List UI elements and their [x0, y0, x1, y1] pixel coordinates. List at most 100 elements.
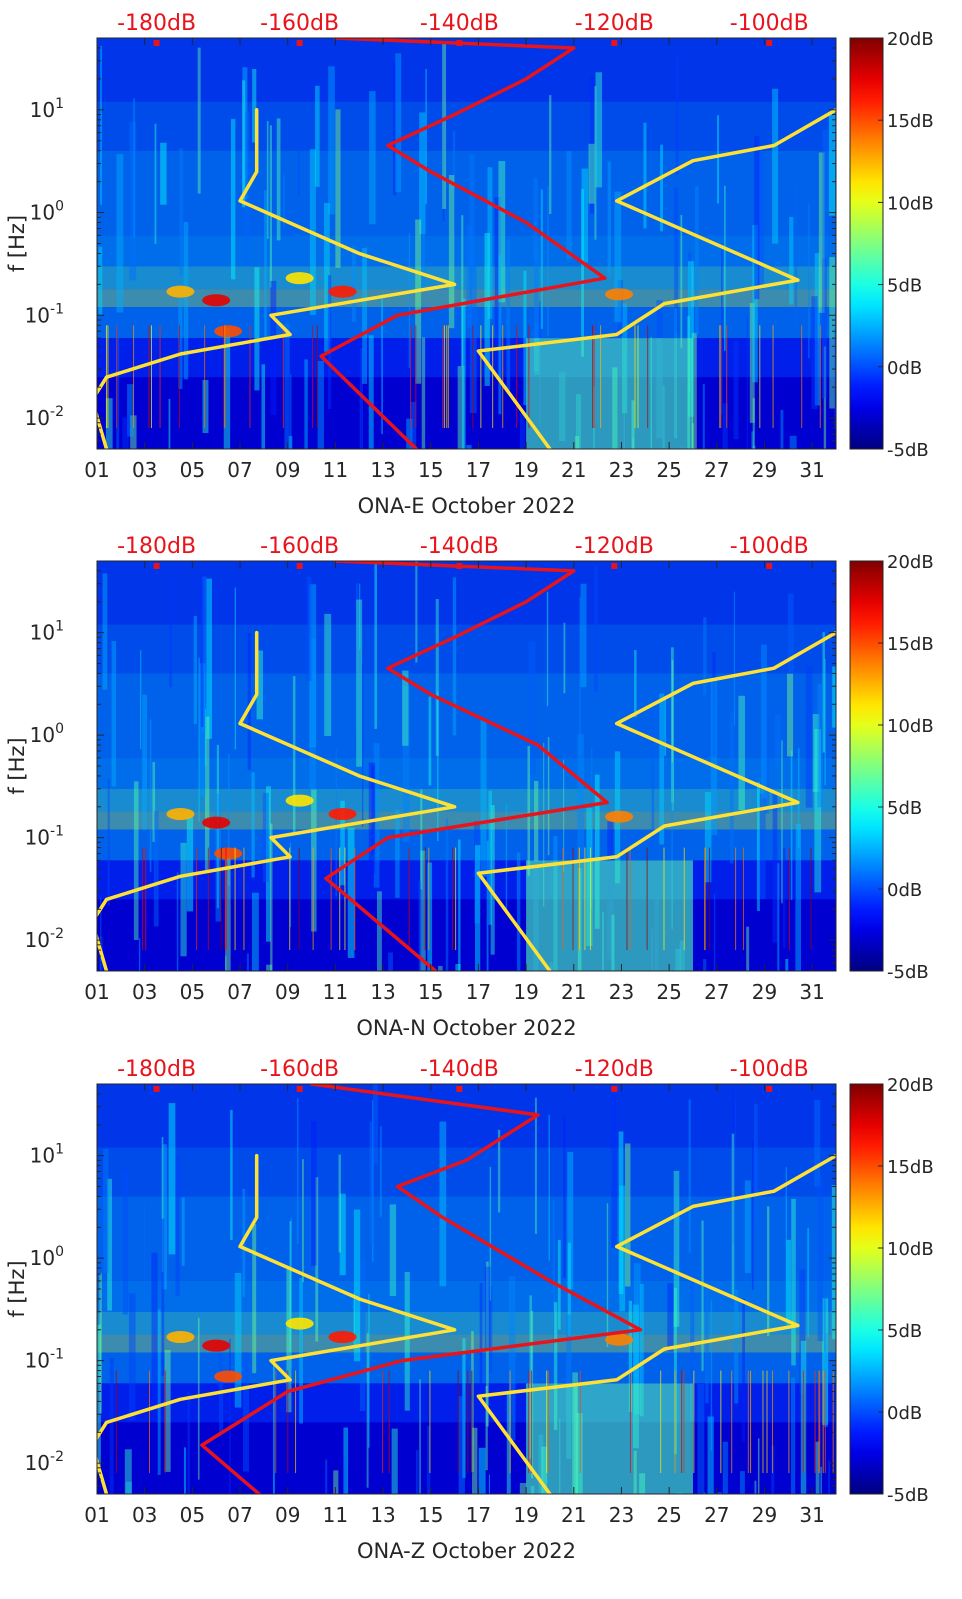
- red-noise-curve: [319, 38, 607, 449]
- colorbar-label: 10dB: [887, 193, 934, 214]
- top-db-tick: [611, 563, 618, 569]
- y-tick-label: 10-2: [25, 404, 64, 430]
- model-curves: [97, 561, 836, 971]
- colorbar-label: -5dB: [887, 440, 929, 461]
- x-tick-label: 17: [466, 1503, 491, 1527]
- top-db-label: -140dB: [420, 534, 499, 559]
- x-tick-label: 23: [609, 980, 634, 1004]
- panel-ona-z: 01 03 05 07 09 11 13 15 17 19 21 23 25 27 29 31 ONA-Z Oc…: [5, 1057, 934, 1563]
- x-tick-label: 19: [513, 980, 538, 1004]
- x-tick-label: 05: [180, 1503, 205, 1527]
- spectrogram-heatmap: [97, 38, 836, 449]
- colorbar-label: 10dB: [887, 1239, 934, 1260]
- x-tick-label: 19: [513, 458, 538, 482]
- model-curves: [97, 1084, 836, 1494]
- top-db-label: -100dB: [730, 11, 809, 36]
- x-tick-label: 11: [323, 1503, 348, 1527]
- top-db-tick: [456, 40, 463, 46]
- y-tick-label: 10-2: [25, 926, 64, 952]
- colorbar-label: 5dB: [887, 1321, 922, 1342]
- x-tick-label: 03: [132, 1503, 157, 1527]
- x-tick-label: 23: [609, 1503, 634, 1527]
- x-tick-label: 15: [418, 1503, 443, 1527]
- x-tick-label: 13: [370, 980, 395, 1004]
- top-db-tick: [766, 40, 773, 46]
- colorbar-label: 20dB: [887, 1075, 934, 1096]
- x-tick-label: 29: [752, 1503, 777, 1527]
- yellow-noise-curve-2: [476, 108, 836, 449]
- top-db-label: -160dB: [260, 1057, 339, 1082]
- x-tick-label: 05: [180, 458, 205, 482]
- top-db-label: -180dB: [117, 11, 196, 36]
- top-db-label: -180dB: [117, 1057, 196, 1082]
- top-db-tick: [611, 1086, 618, 1092]
- colorbar-label: 10dB: [887, 716, 934, 737]
- top-db-label: -120dB: [575, 1057, 654, 1082]
- x-tick-label: 23: [609, 458, 634, 482]
- x-tick-label: 01: [84, 980, 109, 1004]
- top-db-label: -120dB: [575, 534, 654, 559]
- colorbar-label: 20dB: [887, 552, 934, 573]
- colorbar-label: 15dB: [887, 111, 934, 132]
- x-tick-label: 01: [84, 458, 109, 482]
- spectrogram-heatmap: [97, 1084, 836, 1494]
- top-db-label: -180dB: [117, 534, 196, 559]
- x-tick-label: 13: [370, 1503, 395, 1527]
- top-db-tick: [296, 40, 303, 46]
- x-tick-label: 21: [561, 980, 586, 1004]
- yellow-noise-curve-1: [97, 108, 457, 449]
- red-noise-curve: [324, 561, 609, 971]
- x-axis-label: ONA-Z October 2022: [357, 1539, 576, 1563]
- yellow-noise-curve-1: [97, 1153, 457, 1494]
- x-tick-label: 07: [227, 980, 252, 1004]
- top-db-tick: [296, 563, 303, 569]
- top-db-tick: [456, 563, 463, 569]
- x-tick-label: 09: [275, 1503, 300, 1527]
- top-db-label: -160dB: [260, 534, 339, 559]
- x-tick-label: 31: [799, 1503, 824, 1527]
- y-axis-label: f [Hz]: [5, 737, 29, 794]
- yellow-noise-curve-1: [97, 630, 457, 971]
- x-tick-label: 31: [799, 980, 824, 1004]
- y-tick-label: 101: [30, 96, 64, 122]
- x-tick-label: 25: [656, 458, 681, 482]
- top-db-label: -100dB: [730, 534, 809, 559]
- x-tick-label: 07: [227, 458, 252, 482]
- x-tick-label: 21: [561, 1503, 586, 1527]
- colorbar-label: 15dB: [887, 634, 934, 655]
- top-db-tick: [153, 563, 160, 569]
- x-tick-label: 13: [370, 458, 395, 482]
- colorbar-label: 5dB: [887, 798, 922, 819]
- colorbar: [849, 37, 884, 450]
- y-tick-label: 10-2: [25, 1449, 64, 1475]
- colorbar-label: -5dB: [887, 1485, 929, 1506]
- y-axis-label: f [Hz]: [5, 1260, 29, 1317]
- y-tick-label: 10-1: [25, 1347, 64, 1373]
- panel-ona-n: 01 03 05 07 09 11 13 15 17 19 21 23 25 27 29 31 ONA-N Oc…: [5, 534, 934, 1040]
- x-tick-label: 29: [752, 980, 777, 1004]
- colorbar-label: 0dB: [887, 358, 922, 379]
- top-db-tick: [611, 40, 618, 46]
- x-tick-label: 05: [180, 980, 205, 1004]
- x-tick-label: 27: [704, 458, 729, 482]
- x-axis-label: ONA-E October 2022: [358, 494, 576, 518]
- colorbar-label: 20dB: [887, 29, 934, 50]
- top-db-label: -120dB: [575, 11, 654, 36]
- top-db-tick: [296, 1086, 303, 1092]
- x-tick-label: 21: [561, 458, 586, 482]
- panel-ona-e: 01 03 05 07 09 11 13 15 17 19 21 23 25 27 29 31 ONA-E Oc…: [5, 11, 934, 518]
- x-tick-label: 15: [418, 458, 443, 482]
- x-tick-label: 25: [656, 1503, 681, 1527]
- x-tick-label: 15: [418, 980, 443, 1004]
- colorbar-label: 15dB: [887, 1157, 934, 1178]
- y-tick-label: 10-1: [25, 824, 64, 850]
- x-tick-label: 27: [704, 1503, 729, 1527]
- top-db-label: -140dB: [420, 11, 499, 36]
- top-db-tick: [153, 40, 160, 46]
- colorbar: [849, 1083, 884, 1495]
- spectrogram-heatmap: [97, 561, 836, 971]
- x-tick-label: 27: [704, 980, 729, 1004]
- x-tick-label: 29: [752, 458, 777, 482]
- x-tick-label: 03: [132, 980, 157, 1004]
